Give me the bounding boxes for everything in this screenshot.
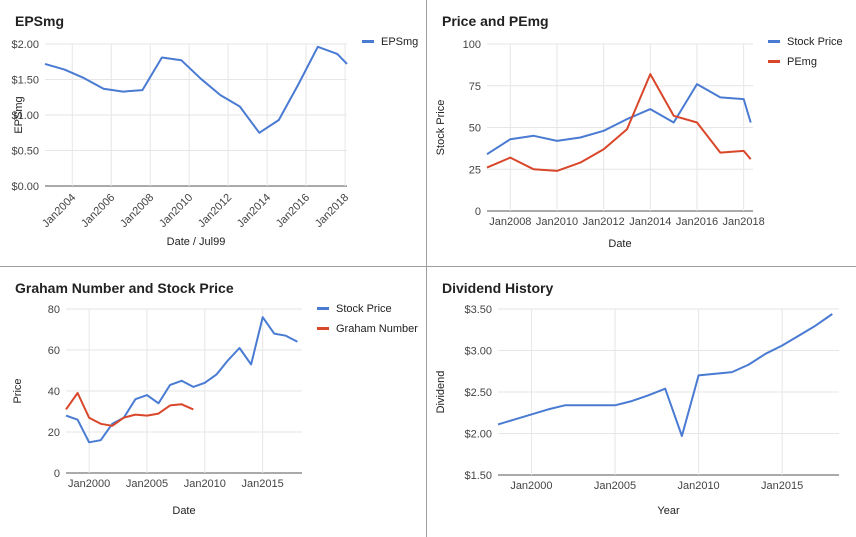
price-and-pemg-legend-swatch xyxy=(768,60,780,63)
dividend-history-xaxis-label: Year xyxy=(657,505,680,517)
chart-panel-dividend-history: Dividend History $1.50 $2.00 $2.50 $3.00 $3.5… xyxy=(427,267,856,537)
dividend-chart-svg: Dividend History $1.50 $2.00 $2.50 $3.00 $3.5… xyxy=(435,280,839,517)
graham-number-and-stock-price-xaxis-label: Date xyxy=(172,505,195,517)
graham-chart-svg: Graham Number and Stock Price 0 20 40 60 80 Ja… xyxy=(12,280,418,517)
graham-number-and-stock-price-series-graham-number-line xyxy=(65,392,194,427)
epsmg-xaxis-label: Date / Jul99 xyxy=(167,236,226,248)
epsmg-xtick-label: Jan2014 xyxy=(235,192,273,230)
price-and-pemg-ytick-label: 100 xyxy=(463,39,481,51)
price-pemg-chart-svg: Price and PEmg 0 25 50 75 100 Jan2008 Jan2010 Ja… xyxy=(435,13,843,250)
price-and-pemg-ytick-label: 25 xyxy=(469,164,481,176)
horizontal-divider xyxy=(0,266,856,267)
dividend-history-xtick-label: Jan2000 xyxy=(510,480,552,492)
graham-number-and-stock-price-xtick-label: Jan2005 xyxy=(126,478,168,490)
graham-number-and-stock-price-ytick-label: 0 xyxy=(54,468,60,480)
epsmg-ytick-label: $0.50 xyxy=(11,146,39,158)
price-and-pemg-xtick-label: Jan2018 xyxy=(723,216,765,228)
epsmg-xtick-label: Jan2010 xyxy=(157,192,195,230)
price-and-pemg-legend-entry: PEmg xyxy=(787,56,817,68)
dividend-history-series-0-line xyxy=(497,313,833,437)
graham-number-and-stock-price-series-stock-price-line xyxy=(65,316,298,444)
epsmg-xtick-label: Jan2008 xyxy=(118,192,156,230)
price-and-pemg-xtick-label: Jan2016 xyxy=(676,216,718,228)
epsmg-legend-entry: EPSmg xyxy=(381,36,418,48)
epsmg-xtick-label: Jan2018 xyxy=(313,192,351,230)
dividend-history-ytick-label: $2.00 xyxy=(464,429,492,441)
graham-number-and-stock-price-xtick-label: Jan2015 xyxy=(242,478,284,490)
graham-number-and-stock-price-legend-entry: Graham Number xyxy=(336,323,418,335)
graham-number-and-stock-price-ytick-label: 40 xyxy=(48,386,60,398)
price-and-pemg-title: Price and PEmg xyxy=(442,13,549,29)
price-and-pemg-ytick-label: 50 xyxy=(469,123,481,135)
dividend-history-ytick-label: $3.50 xyxy=(464,304,492,316)
price-and-pemg-series-stock-price-line xyxy=(486,83,752,156)
epsmg-series-epsmg-line xyxy=(44,45,348,134)
epsmg-ytick-label: $2.00 xyxy=(11,39,39,51)
dividend-history-ytick-label: $2.50 xyxy=(464,387,492,399)
epsmg-title: EPSmg xyxy=(15,13,64,29)
epsmg-xtick-label: Jan2006 xyxy=(79,192,117,230)
chart-panel-price-pemg: Price and PEmg 0 25 50 75 100 Jan2008 Jan2010 Ja… xyxy=(427,0,856,266)
graham-number-and-stock-price-yaxis-label: Price xyxy=(12,378,24,403)
graham-number-and-stock-price-ytick-label: 20 xyxy=(48,427,60,439)
price-and-pemg-legend-swatch xyxy=(768,40,780,43)
epsmg-legend-swatch xyxy=(362,40,374,43)
dividend-history-title: Dividend History xyxy=(442,280,553,296)
price-and-pemg-legend-entry: Stock Price xyxy=(787,36,843,48)
chart-panel-epsmg: EPSmg $0.00 $0.50 $1.00 $1.50 $2.00 Jan2004 Jan… xyxy=(0,0,426,266)
epsmg-yaxis-label: EPSmg xyxy=(13,96,25,133)
dividend-history-ytick-label: $1.50 xyxy=(464,470,492,482)
price-and-pemg-xtick-label: Jan2008 xyxy=(489,216,531,228)
price-and-pemg-ytick-label: 0 xyxy=(475,206,481,218)
price-and-pemg-xtick-label: Jan2012 xyxy=(583,216,625,228)
dividend-history-yaxis-label: Dividend xyxy=(435,371,447,414)
graham-number-and-stock-price-legend-swatch xyxy=(317,307,329,310)
graham-number-and-stock-price-legend-swatch xyxy=(317,327,329,330)
dividend-history-xtick-label: Jan2015 xyxy=(761,480,803,492)
price-and-pemg-ytick-label: 75 xyxy=(469,81,481,93)
graham-number-and-stock-price-xtick-label: Jan2010 xyxy=(184,478,226,490)
price-and-pemg-xtick-label: Jan2010 xyxy=(536,216,578,228)
graham-number-and-stock-price-ytick-label: 60 xyxy=(48,345,60,357)
epsmg-xtick-label: Jan2016 xyxy=(274,192,312,230)
graham-number-and-stock-price-title: Graham Number and Stock Price xyxy=(15,280,234,296)
price-and-pemg-xaxis-label: Date xyxy=(608,238,631,250)
graham-number-and-stock-price-legend-entry: Stock Price xyxy=(336,303,392,315)
price-and-pemg-xtick-label: Jan2014 xyxy=(629,216,671,228)
epsmg-ytick-label: $1.00 xyxy=(11,110,39,122)
chart-panel-graham-number: Graham Number and Stock Price 0 20 40 60 80 Ja… xyxy=(0,267,426,537)
graham-number-and-stock-price-xtick-label: Jan2000 xyxy=(68,478,110,490)
dividend-history-ytick-label: $3.00 xyxy=(464,346,492,358)
epsmg-ytick-label: $1.50 xyxy=(11,75,39,87)
epsmg-xtick-label: Jan2012 xyxy=(196,192,234,230)
vertical-divider xyxy=(426,0,427,537)
dividend-history-xtick-label: Jan2005 xyxy=(594,480,636,492)
price-and-pemg-series-pemg-line xyxy=(486,73,752,172)
epsmg-ytick-label: $0.00 xyxy=(11,181,39,193)
epsmg-xtick-label: Jan2004 xyxy=(40,192,78,230)
price-and-pemg-yaxis-label: Stock Price xyxy=(435,100,447,156)
dividend-history-xtick-label: Jan2010 xyxy=(677,480,719,492)
graham-number-and-stock-price-ytick-label: 80 xyxy=(48,304,60,316)
